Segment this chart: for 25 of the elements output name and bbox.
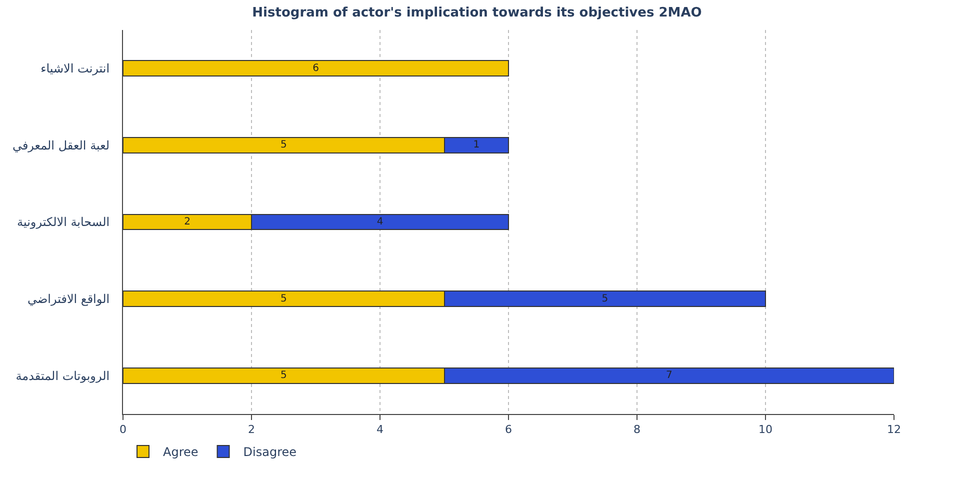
data-label: 5 bbox=[602, 293, 608, 304]
x-tick-label: 4 bbox=[376, 423, 384, 436]
y-tick-label: لعبة العقل المعرفي bbox=[12, 138, 110, 152]
x-tick-label: 6 bbox=[505, 423, 512, 436]
data-label: 5 bbox=[280, 370, 287, 382]
bar bbox=[123, 60, 509, 77]
data-label: 2 bbox=[184, 216, 190, 228]
data-label: 5 bbox=[280, 140, 287, 151]
legend-label: Disagree bbox=[243, 445, 296, 460]
y-tick-label: انترنت الاشياء bbox=[40, 62, 110, 76]
x-tick-label: 0 bbox=[120, 423, 126, 436]
data-label: 4 bbox=[376, 216, 384, 228]
data-label: 7 bbox=[666, 370, 672, 382]
data-label: 6 bbox=[312, 62, 319, 74]
y-tick-label: السحابة الالكترونية bbox=[17, 215, 110, 230]
y-tick-label: الواقع الافتراضي bbox=[27, 292, 110, 306]
x-tick-label: 12 bbox=[887, 423, 901, 436]
data-label: 5 bbox=[280, 293, 287, 304]
legend-label: Agree bbox=[163, 445, 198, 460]
x-tick-label: 10 bbox=[758, 423, 772, 436]
x-tick-label: 2 bbox=[248, 423, 255, 436]
data-label: 1 bbox=[473, 140, 480, 151]
chart-title: Histogram of actor's implication towards its objectives 2MAO bbox=[252, 5, 702, 20]
y-tick-label: الروبوتات المتقدمة bbox=[16, 368, 110, 383]
x-tick-label: 8 bbox=[634, 423, 640, 436]
